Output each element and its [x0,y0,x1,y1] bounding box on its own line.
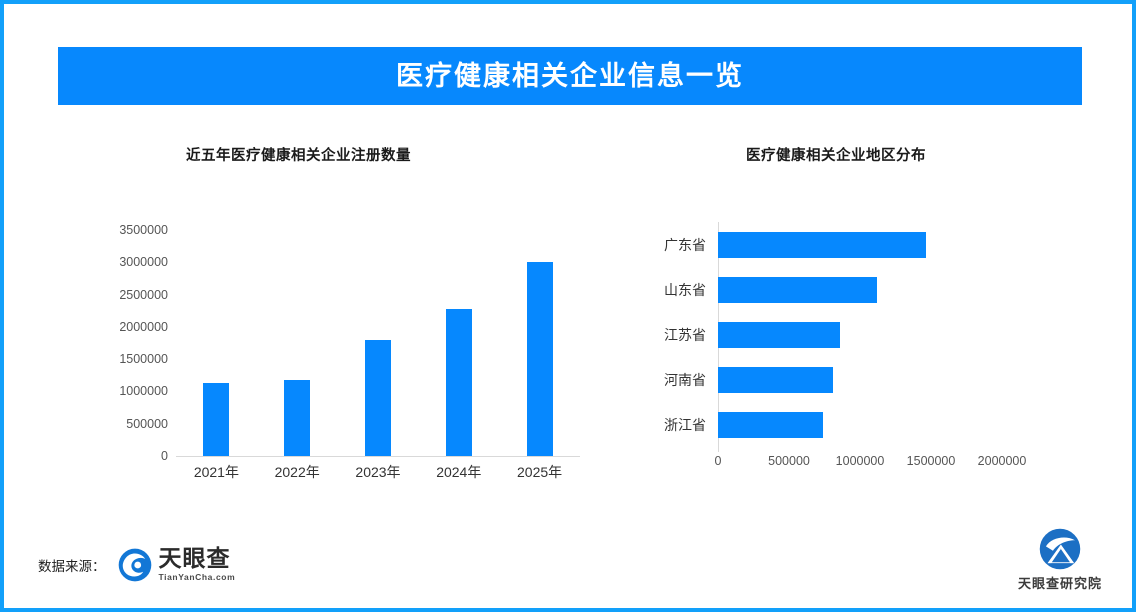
institute-arch-icon [1039,528,1081,570]
page-title: 医疗健康相关企业信息一览 [396,60,744,91]
bar-track [718,357,1084,402]
x-axis-tick-label: 1500000 [906,454,956,468]
y-axis-tick-label: 2500000 [119,287,168,302]
bar-row: 广东省 [614,222,1084,267]
bar-2022年 [284,380,311,456]
category-label-广东省: 广东省 [664,236,706,253]
bar-row: 江苏省 [614,312,1084,357]
x-axis-label: 2021年 [193,464,239,480]
category-label-江苏省: 江苏省 [664,326,706,343]
y-axis-tick-label: 500000 [126,416,168,431]
tianyancha-name-cn: 天眼查 [158,545,231,571]
x-axis-tick-label: 0 [714,454,722,468]
bar-2021年 [203,383,230,456]
x-axis-label: 2023年 [355,464,401,480]
chart-title-left: 近五年医疗健康相关企业注册数量 [186,148,411,164]
header-banner: 医疗健康相关企业信息一览 [58,47,1082,105]
y-axis-ticks: 3500000 3000000 2500000 2000000 1500000 10000… [66,222,168,464]
bar-track [718,267,1084,312]
category-label-山东省: 山东省 [664,281,706,298]
x-axis-tick-label: 2000000 [977,454,1027,468]
y-axis-tick-label: 1000000 [119,384,168,399]
x-axis-label: 2024年 [436,464,482,480]
bar-2024年 [445,308,472,456]
chart-panel-registrations: 近五年医疗健康相关企业注册数量 3500000 3000000 2500000 200… [66,144,586,514]
x-axis-line [176,456,580,457]
data-source-label: 数据来源： [38,558,106,574]
footer-source: 数据来源： 天眼查 TianYanCha.com [38,547,236,583]
bar-row: 河南省 [614,357,1084,402]
bar-河南省 [718,366,834,393]
bar-series-regions: 广东省山东省江苏省河南省浙江省 [614,222,1084,447]
y-axis-tick-label: 3500000 [119,223,168,237]
chart-panel-regions: 医疗健康相关企业地区分布 广东省山东省江苏省河南省浙江省 0 500000 1000… [614,144,1084,514]
bar-track [718,402,1084,447]
bar-广东省 [718,231,927,258]
institute-name: 天眼查研究院 [1017,576,1102,591]
bar-2023年 [364,340,391,456]
bar-series-registrations [176,230,580,456]
vertical-bar-chart: 3500000 3000000 2500000 2000000 1500000 10000… [66,222,586,482]
bar-track [718,312,1084,357]
horizontal-bar-chart: 广东省山东省江苏省河南省浙江省 0 500000 1000000 1500000 200… [614,222,1084,492]
x-axis-ticks: 0 500000 1000000 1500000 2000000 [714,454,1038,474]
x-axis-label: 2022年 [274,464,320,480]
bar-2025年 [526,262,553,456]
x-axis-tick-label: 500000 [768,454,810,468]
y-axis-tick-label: 2000000 [119,319,168,334]
bar-浙江省 [718,411,824,438]
x-axis-tick-label: 1000000 [835,454,885,468]
chart-title-right: 医疗健康相关企业地区分布 [746,148,926,164]
bar-江苏省 [718,321,841,348]
category-label-浙江省: 浙江省 [664,416,706,433]
y-axis-tick-label: 0 [161,449,168,463]
bar-row: 浙江省 [614,402,1084,447]
footer-institute: 天眼查研究院 [1018,527,1102,592]
category-label-河南省: 河南省 [664,371,706,388]
bar-山东省 [718,276,878,303]
tianyancha-wordmark: 天眼查 TianYanCha.com [158,545,236,583]
bar-row: 山东省 [614,267,1084,312]
eye-circle-icon [118,548,151,581]
y-axis-tick-label: 3000000 [119,255,168,270]
x-axis-labels: 2021年 2022年 2023年 2024年 2025年 [176,462,580,482]
tianyancha-logo: 天眼查 TianYanCha.com [118,547,236,582]
y-axis-tick-label: 1500000 [119,352,168,367]
x-axis-label: 2025年 [517,464,563,480]
tianyancha-name-en: TianYanCha.com [158,572,236,582]
bar-track [718,222,1084,267]
